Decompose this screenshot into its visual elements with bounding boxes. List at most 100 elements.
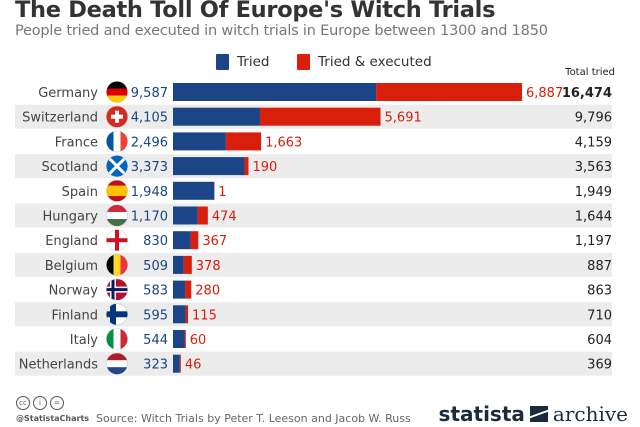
bar-tried (173, 206, 198, 225)
bar-row-hungary: Hungary 1,170 474 1,644 (15, 203, 612, 228)
legend-item-tried: Tried (216, 54, 269, 70)
bar-executed (376, 83, 522, 101)
logo-text: statista (438, 402, 525, 426)
total-value-label: 710 (587, 308, 612, 323)
flag-netherlands-icon (106, 353, 128, 375)
total-value-label: 1,644 (575, 210, 612, 225)
tried-value-label: 3,373 (131, 160, 168, 175)
category-label: Germany (38, 86, 98, 101)
total-value-label: 4,159 (575, 135, 612, 150)
executed-value-label: 46 (185, 358, 202, 373)
bar-executed (183, 255, 192, 274)
category-label: Finland (52, 308, 98, 323)
category-label: France (55, 135, 98, 150)
total-value-label: 887 (587, 259, 612, 274)
statista-mark-icon (529, 406, 548, 422)
total-value-label: 1,949 (575, 185, 612, 200)
executed-value-label: 5,691 (385, 111, 422, 126)
executed-value-label: 1,663 (265, 135, 302, 150)
twitter-handle: @StatistaCharts (16, 414, 90, 423)
tried-value-label: 1,948 (131, 185, 168, 200)
category-label: Scotland (41, 160, 98, 175)
bar-tried (173, 280, 186, 299)
tried-value-label: 4,105 (131, 111, 168, 126)
bar-row-scotland: Scotland 3,373 190 3,563 (15, 154, 612, 179)
chart-subtitle: People tried and executed in witch trial… (15, 23, 548, 39)
bar-executed (259, 107, 381, 126)
bar-executed (225, 132, 262, 151)
total-value-label: 9,796 (575, 111, 612, 126)
bar-executed (190, 231, 199, 250)
bar-row-spain: Spain 1,948 1 1,949 (62, 179, 612, 202)
legend-swatch-executed (297, 54, 310, 70)
flag-belgium-icon (106, 254, 128, 276)
bar-tried (173, 83, 377, 101)
flag-italy-icon (106, 328, 128, 350)
tried-value-label: 9,587 (131, 86, 168, 101)
legend-item-executed: Tried & executed (297, 54, 432, 70)
row-band (15, 203, 612, 228)
legend-swatch-tried (216, 54, 229, 70)
bar-executed (244, 157, 249, 176)
row-band (15, 351, 612, 376)
flag-germany-icon (106, 81, 128, 103)
bar-executed (185, 305, 189, 324)
tried-value-label: 583 (143, 284, 168, 299)
bar-tried (173, 305, 186, 324)
tried-value-label: 2,496 (131, 135, 168, 150)
row-band (15, 154, 612, 179)
flag-spain-icon (106, 180, 128, 202)
source-note: Source: Witch Trials by Peter T. Leeson … (96, 412, 411, 425)
tried-value-label: 509 (143, 259, 168, 274)
attribution-icon: i (33, 396, 47, 410)
category-label: Hungary (42, 210, 98, 225)
tried-value-label: 1,170 (131, 210, 168, 225)
legend-label: Tried (237, 54, 270, 70)
flag-finland-icon (106, 303, 128, 325)
legend-label: Tried & executed (318, 54, 432, 70)
bar-tried (173, 330, 185, 348)
bar-executed (179, 354, 181, 373)
executed-value-label: 60 (190, 333, 207, 348)
category-label: England (45, 234, 98, 249)
bar-row-belgium: Belgium 509 378 887 (15, 252, 612, 277)
bar-tried (173, 255, 184, 274)
total-value-label: 863 (587, 284, 612, 299)
bar-tried (173, 107, 260, 126)
cc-icon: cc (16, 396, 30, 410)
category-label: Switzerland (22, 111, 98, 126)
flag-norway-icon (106, 279, 128, 301)
flag-england-icon (106, 229, 128, 251)
executed-value-label: 190 (252, 160, 277, 175)
tried-value-label: 595 (143, 308, 168, 323)
bar-row-norway: Norway 583 280 863 (49, 278, 612, 301)
bar-tried (173, 157, 245, 176)
executed-value-label: 1 (218, 185, 226, 200)
category-label: Italy (70, 333, 99, 348)
flag-switzerland-icon (106, 106, 128, 128)
flag-scotland-icon (106, 155, 128, 177)
category-label: Spain (62, 185, 98, 200)
bar-executed (184, 330, 186, 348)
noderivs-icon: = (50, 396, 64, 410)
chart-title: The Death Toll Of Europe's Witch Trials (15, 0, 496, 23)
executed-value-label: 115 (192, 308, 217, 323)
bar-tried (173, 354, 180, 373)
row-band (15, 302, 612, 327)
tried-value-label: 323 (143, 358, 168, 373)
category-label: Belgium (45, 259, 98, 274)
total-tried-header: Total tried (565, 67, 615, 78)
bar-tried (173, 181, 215, 200)
executed-value-label: 280 (195, 284, 220, 299)
bar-tried (173, 132, 226, 151)
logo-suffix: archive (552, 402, 628, 426)
row-band (15, 252, 612, 277)
bar-executed (185, 280, 192, 299)
bar-row-switzerland: Switzerland 4,105 5,691 9,796 (15, 104, 612, 129)
tried-value-label: 830 (143, 234, 168, 249)
bar-row-netherlands: Netherlands 323 46 369 (15, 351, 612, 376)
total-value-label: 1,197 (575, 234, 612, 249)
